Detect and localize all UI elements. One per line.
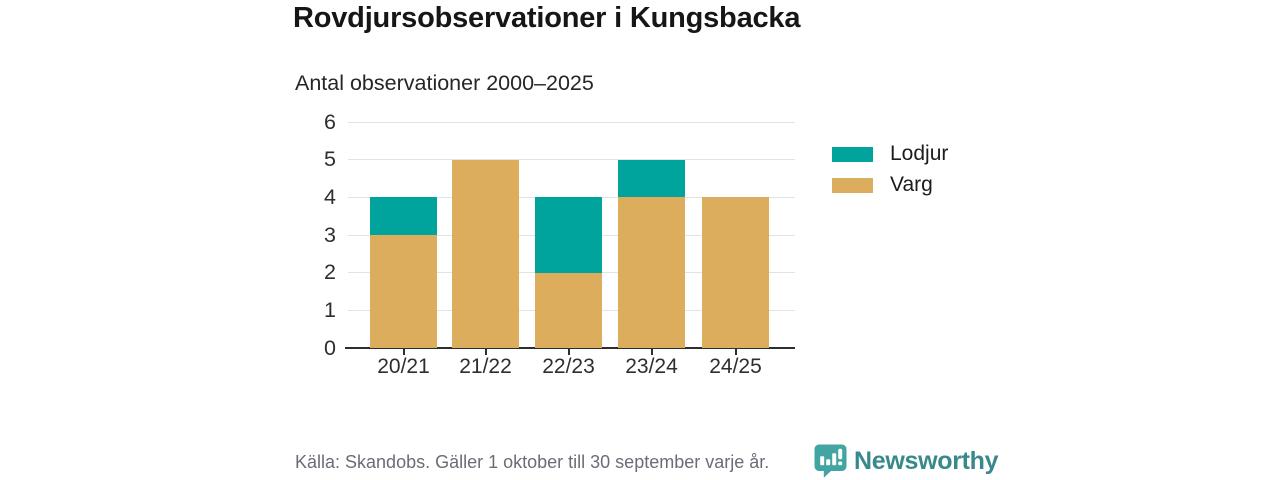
x-axis-tick-22/23 [567,349,570,355]
bar-24/25 [702,197,769,348]
x-axis-label-21/22: 21/22 [459,355,512,378]
gridline-y4 [348,196,795,198]
y-axis-label-5: 5 [324,147,336,172]
bar-segment-lodjur-22/23 [535,197,602,273]
gridline-y6 [348,121,795,123]
y-axis-label-4: 4 [324,184,336,209]
legend-label-varg: Varg [890,173,933,196]
bar-segment-varg-22/23 [535,272,602,348]
y-axis-label-0: 0 [324,335,336,360]
newsworthy-logo: Newsworthy [814,444,999,478]
y-axis-label-1: 1 [324,297,336,322]
x-axis-label-23/24: 23/24 [625,355,678,378]
bar-segment-lodjur-20/21 [370,197,437,235]
bar-21/22 [452,159,519,348]
legend: Lodjur Varg [832,142,949,196]
newsworthy-bubble-icon [814,444,847,478]
x-axis-tick-21/22 [484,349,487,355]
x-axis-label-22/23: 22/23 [542,355,595,378]
x-axis-tick-23/24 [650,349,653,355]
x-axis-label-20/21: 20/21 [377,355,430,378]
legend-swatch-varg [832,177,873,193]
bar-segment-lodjur-23/24 [618,159,685,198]
legend-label-lodjur: Lodjur [890,142,949,165]
newsworthy-wordmark: Newsworthy [854,446,999,475]
source-note: Källa: Skandobs. Gäller 1 oktober till 3… [295,452,770,472]
gridline-y5 [348,159,795,161]
chart-title: Rovdjursobservationer i Kungsbacka [293,2,801,34]
legend-swatch-lodjur [832,146,873,162]
bar-segment-varg-21/22 [452,159,519,348]
legend-item-varg: Varg [832,173,948,196]
x-axis-tick-20/21 [402,349,405,355]
bar-segment-varg-24/25 [702,197,769,348]
y-axis-label-2: 2 [324,260,336,285]
chart-subtitle: Antal observationer 2000–2025 [295,71,594,95]
x-axis-tick-24/25 [734,349,737,355]
bar-23/24 [618,159,685,348]
y-axis-label-6: 6 [324,109,336,134]
bar-20/21 [370,197,437,348]
bar-segment-varg-23/24 [618,197,685,348]
plot-area: 20/21 21/22 22/23 23/24 24/25 [345,121,795,378]
legend-item-lodjur: Lodjur [832,142,949,165]
y-axis-label-3: 3 [324,222,336,247]
x-axis-label-24/25: 24/25 [709,355,762,378]
bar-22/23 [535,197,602,348]
bar-segment-varg-20/21 [370,235,437,348]
